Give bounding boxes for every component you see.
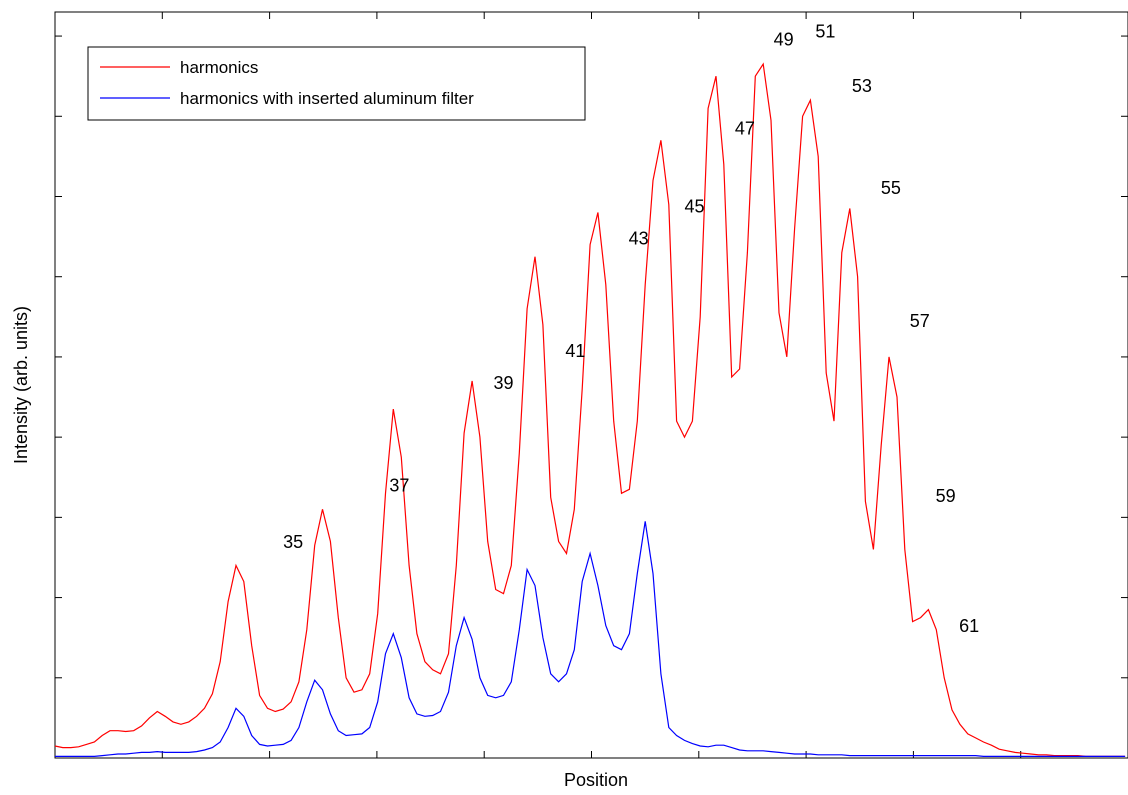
peak-label-43: 43 xyxy=(629,229,649,249)
legend-label-filtered: harmonics with inserted aluminum filter xyxy=(180,89,474,108)
series-line-harmonics-with-aluminum-filter xyxy=(55,521,1126,757)
peak-label-53: 53 xyxy=(852,76,872,96)
legend-box xyxy=(87,46,586,121)
plot-frame xyxy=(54,11,1128,759)
peak-label-49: 49 xyxy=(774,30,794,50)
peak-label-41: 41 xyxy=(565,341,585,361)
x-axis-label: Position xyxy=(564,770,628,790)
peak-label-59: 59 xyxy=(936,486,956,506)
peak-label-37: 37 xyxy=(389,476,409,496)
series-line-harmonics xyxy=(54,62,1126,757)
legend: harmonics harmonics with inserted alumin… xyxy=(87,46,586,121)
peak-label-57: 57 xyxy=(910,311,930,331)
peak-label-55: 55 xyxy=(881,178,901,198)
peak-label-47: 47 xyxy=(735,119,755,139)
peak-label-61: 61 xyxy=(959,616,979,636)
peak-label-39: 39 xyxy=(493,373,513,393)
peak-label-45: 45 xyxy=(684,197,704,217)
peak-annotations: 35 37 39 41 43 45 47 49 51 53 55 57 59 61 xyxy=(283,22,979,636)
y-axis-label: Intensity (arb. units) xyxy=(11,306,31,464)
peak-label-35: 35 xyxy=(283,532,303,552)
peak-label-51: 51 xyxy=(815,22,835,42)
legend-label-harmonics: harmonics xyxy=(180,58,258,77)
